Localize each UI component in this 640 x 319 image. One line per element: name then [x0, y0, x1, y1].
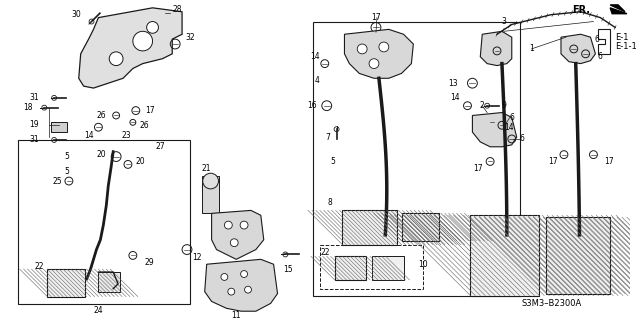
Polygon shape [598, 29, 610, 54]
Text: 19: 19 [29, 120, 39, 129]
Text: 15: 15 [284, 265, 293, 274]
Bar [313, 21, 520, 295]
Circle shape [228, 288, 235, 295]
Text: 26: 26 [140, 121, 149, 130]
Text: 14: 14 [310, 52, 320, 61]
Text: 25: 25 [52, 176, 62, 186]
Text: 8: 8 [327, 198, 332, 207]
Text: 32: 32 [185, 33, 195, 42]
Bar [51, 122, 67, 132]
Text: 27: 27 [156, 142, 165, 151]
Bar [18, 140, 190, 304]
Text: 18: 18 [23, 103, 32, 112]
Bar [401, 213, 439, 241]
Text: E-1: E-1 [615, 33, 628, 42]
Text: 14: 14 [504, 123, 513, 132]
Polygon shape [472, 113, 516, 147]
Polygon shape [205, 259, 278, 311]
Text: 22: 22 [35, 262, 44, 271]
Circle shape [357, 44, 367, 54]
Text: 22: 22 [320, 248, 330, 257]
Text: 23: 23 [121, 130, 131, 139]
Circle shape [52, 137, 56, 142]
Text: 9: 9 [502, 101, 507, 110]
Bar [372, 256, 403, 280]
Text: 28: 28 [172, 5, 182, 14]
Text: 20: 20 [97, 150, 106, 159]
Text: 10: 10 [419, 260, 428, 269]
Circle shape [147, 21, 159, 33]
Circle shape [89, 19, 94, 24]
Text: 17: 17 [371, 13, 381, 22]
Polygon shape [480, 31, 512, 66]
Bar [546, 217, 610, 293]
Text: 4: 4 [314, 76, 319, 85]
Text: S3M3–B2300A: S3M3–B2300A [521, 299, 581, 308]
Bar [320, 245, 423, 289]
Text: 6: 6 [520, 135, 525, 144]
Polygon shape [79, 8, 182, 88]
Text: 21: 21 [202, 164, 211, 173]
Circle shape [203, 173, 218, 189]
Text: 1: 1 [529, 44, 534, 54]
Text: 13: 13 [448, 79, 458, 88]
Text: 29: 29 [145, 258, 154, 267]
Text: 17: 17 [474, 164, 483, 173]
Circle shape [42, 105, 47, 110]
Text: FR.: FR. [573, 5, 591, 15]
Bar [470, 215, 540, 295]
Text: 5: 5 [65, 152, 69, 161]
Bar [342, 211, 397, 245]
Text: 20: 20 [136, 157, 145, 166]
Text: 11: 11 [232, 311, 241, 319]
Text: 7: 7 [325, 132, 330, 142]
Circle shape [133, 31, 152, 51]
Polygon shape [610, 8, 627, 14]
Bar [99, 272, 120, 292]
Circle shape [244, 286, 252, 293]
Circle shape [334, 127, 339, 132]
Circle shape [109, 52, 123, 66]
Circle shape [240, 221, 248, 229]
Text: 26: 26 [97, 111, 106, 120]
Text: 24: 24 [93, 306, 103, 315]
Circle shape [225, 221, 232, 229]
Text: 31: 31 [29, 136, 39, 145]
Circle shape [379, 42, 388, 52]
Text: 5: 5 [65, 167, 69, 176]
Circle shape [241, 271, 248, 278]
Text: 6: 6 [510, 113, 515, 122]
Text: E-1-1: E-1-1 [615, 42, 637, 51]
Polygon shape [610, 5, 625, 12]
Text: 14: 14 [84, 130, 93, 139]
Text: 2: 2 [480, 101, 484, 110]
Text: 17: 17 [146, 106, 156, 115]
Bar [202, 176, 220, 213]
Bar [335, 256, 366, 280]
Polygon shape [212, 211, 264, 259]
Text: 30: 30 [71, 10, 81, 19]
Text: 14: 14 [450, 93, 460, 102]
Text: 6: 6 [597, 52, 602, 61]
Text: 17: 17 [548, 157, 558, 166]
Circle shape [283, 252, 288, 257]
Text: 6: 6 [595, 35, 599, 44]
Text: 12: 12 [192, 253, 202, 262]
Circle shape [230, 239, 238, 247]
Bar [47, 269, 84, 297]
Text: 16: 16 [307, 101, 317, 110]
Text: 31: 31 [29, 93, 39, 102]
Polygon shape [344, 29, 413, 78]
Text: 3: 3 [502, 17, 506, 26]
Circle shape [52, 95, 56, 100]
Circle shape [221, 273, 228, 280]
Circle shape [484, 103, 490, 108]
Text: 17: 17 [604, 157, 614, 166]
Circle shape [369, 59, 379, 69]
Polygon shape [561, 34, 595, 63]
Text: 5: 5 [330, 157, 335, 166]
